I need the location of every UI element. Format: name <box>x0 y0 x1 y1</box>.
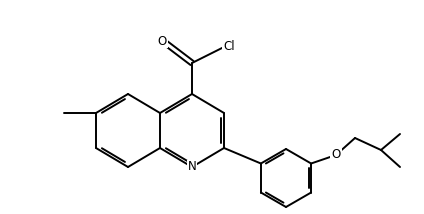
Text: Cl: Cl <box>223 40 235 52</box>
Text: O: O <box>157 34 167 48</box>
Text: N: N <box>188 160 196 174</box>
Text: O: O <box>332 149 340 162</box>
